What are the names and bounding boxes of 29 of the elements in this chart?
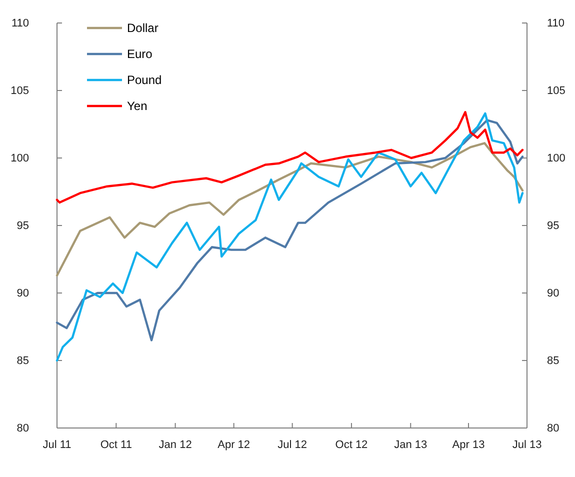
y2-tick-label: 80 — [547, 422, 560, 435]
legend-label: Euro — [127, 47, 153, 61]
y2-tick-label: 110 — [547, 18, 565, 30]
x-tick-label: Oct 11 — [100, 438, 132, 451]
y2-tick-label: 105 — [547, 85, 566, 98]
x-tick-label: Jul 11 — [42, 438, 72, 451]
y-tick-label: 80 — [16, 422, 29, 435]
y-tick-label: 85 — [16, 355, 29, 368]
y2-tick-label: 100 — [547, 152, 566, 165]
line-series — [56, 111, 524, 204]
y-tick-label: 110 — [11, 18, 29, 30]
y-tick-label: 90 — [16, 288, 29, 300]
x-tick-label: Jul 12 — [278, 438, 307, 451]
x-tick-label: Jul 13 — [512, 438, 542, 451]
line-series — [56, 142, 524, 277]
x-tick-label: Jan 13 — [394, 438, 428, 451]
legend-label: Pound — [127, 73, 162, 87]
y-tick-label: 100 — [10, 152, 29, 165]
x-tick-label: Apr 13 — [452, 438, 485, 451]
x-tick-label: Jan 12 — [158, 438, 192, 451]
y-tick-label: 95 — [16, 220, 29, 232]
x-tick-label: Oct 12 — [335, 438, 368, 451]
y2-tick-label: 85 — [547, 355, 560, 368]
x-tick-label: Apr 12 — [218, 438, 250, 451]
y-tick-label: 105 — [10, 85, 29, 98]
y2-tick-label: 95 — [547, 220, 560, 232]
legend-label: Dollar — [127, 21, 158, 35]
y2-tick-label: 90 — [547, 288, 560, 300]
legend-label: Yen — [127, 99, 148, 113]
